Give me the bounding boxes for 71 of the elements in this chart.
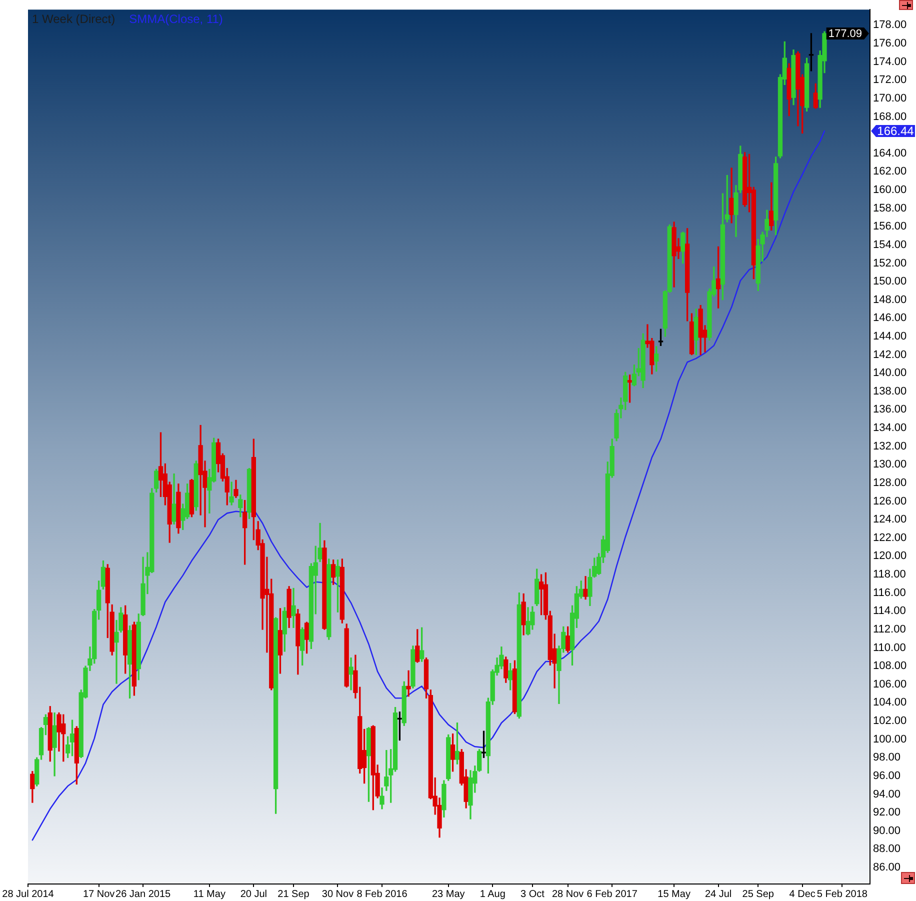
y-tick-label: 164.00 (873, 147, 907, 160)
y-tick-label: 162.00 (873, 166, 907, 178)
x-tick-label: 28 Jul 2014 (2, 888, 54, 900)
y-tick-label: 90.00 (873, 824, 901, 837)
y-tick-label: 106.00 (873, 678, 907, 690)
y-tick-label: 114.00 (873, 605, 906, 618)
y-tick-label: 150.00 (873, 276, 907, 288)
candlestick (348, 658, 354, 690)
y-tick-label: 134.00 (873, 422, 907, 434)
y-tick-label: 102.00 (873, 715, 907, 728)
x-tick-label: 17 Nov (82, 888, 115, 900)
y-tick-label: 156.00 (873, 220, 907, 233)
y-tick-label: 136.00 (873, 404, 907, 416)
y-tick-label: 174.00 (873, 56, 907, 68)
x-tick-label: 21 Sep (278, 888, 310, 900)
y-tick-label: 88.00 (873, 843, 901, 856)
y-tick-label: 152.00 (873, 257, 907, 270)
x-tick-label: 4 Dec (789, 888, 816, 900)
x-tick-label: 23 May (432, 888, 465, 900)
x-tick-label: 28 Nov (552, 888, 584, 900)
y-tick-label: 160.00 (873, 184, 907, 196)
x-tick-label: 30 Nov (322, 888, 354, 900)
y-tick-label: 144.00 (873, 330, 907, 342)
text: 166.44 (877, 124, 914, 138)
y-tick-label: 110.00 (873, 642, 906, 654)
y-tick-label: 138.00 (873, 385, 907, 398)
y-tick-label: 178.00 (873, 19, 907, 32)
x-tick-label: 15 May (658, 888, 690, 900)
chart-title: 1 Week (Direct) (32, 12, 116, 26)
y-tick-label: 158.00 (873, 202, 907, 214)
y-tick-label: 126.00 (873, 495, 907, 508)
y-tick-label: 86.00 (873, 862, 901, 874)
y-tick-label: 94.00 (873, 788, 901, 800)
y-tick-label: 108.00 (873, 660, 907, 672)
x-tick-label: 26 Jan 2015 (116, 888, 172, 900)
y-tick-label: 92.00 (873, 806, 901, 819)
y-tick-label: 176.00 (873, 38, 907, 50)
text: SMMA(Close, 11) (129, 12, 223, 26)
y-tick-label: 112.00 (873, 623, 906, 636)
y-tick-label: 118.00 (873, 568, 906, 581)
candlestick (229, 482, 234, 506)
y-tick-label: 146.00 (873, 312, 907, 324)
y-tick-label: 154.00 (873, 238, 907, 251)
y-tick-label: 120.00 (873, 550, 907, 562)
y-tick-label: 100.00 (873, 733, 907, 746)
y-tick-label: 96.00 (873, 770, 901, 782)
y-tick-label: 128.00 (873, 477, 907, 489)
y-tick-label: 104.00 (873, 696, 907, 709)
y-tick-label: 130.00 (873, 458, 907, 471)
y-tick-label: 168.00 (873, 110, 907, 123)
y-tick-label: 98.00 (873, 752, 901, 764)
x-tick-label: 1 Aug (480, 888, 506, 900)
x-tick-label: 6 Feb 2017 (586, 888, 638, 900)
y-tick-label: 122.00 (873, 532, 907, 544)
x-tick-label: 25 Sep (742, 888, 774, 900)
x-tick-label: 24 Jul (704, 888, 732, 900)
y-tick-label: 140.00 (873, 367, 907, 380)
x-tick-label: 20 Jul (240, 888, 268, 900)
y-tick-label: 148.00 (873, 294, 907, 306)
y-tick-label: 116.00 (873, 586, 906, 599)
y-tick-label: 132.00 (873, 440, 907, 452)
x-tick-label: 5 Feb 2018 (816, 888, 868, 900)
x-tick-label: 11 May (193, 888, 226, 900)
y-tick-label: 124.00 (873, 514, 907, 526)
candlestick (406, 670, 411, 697)
annotation: 177.09 (828, 28, 862, 40)
x-tick-label: 3 Oct (520, 888, 545, 900)
x-tick-label: 8 Feb 2016 (356, 888, 408, 900)
y-tick-label: 142.00 (873, 348, 907, 361)
y-tick-label: 172.00 (873, 74, 907, 86)
y-tick-label: 170.00 (873, 92, 907, 104)
